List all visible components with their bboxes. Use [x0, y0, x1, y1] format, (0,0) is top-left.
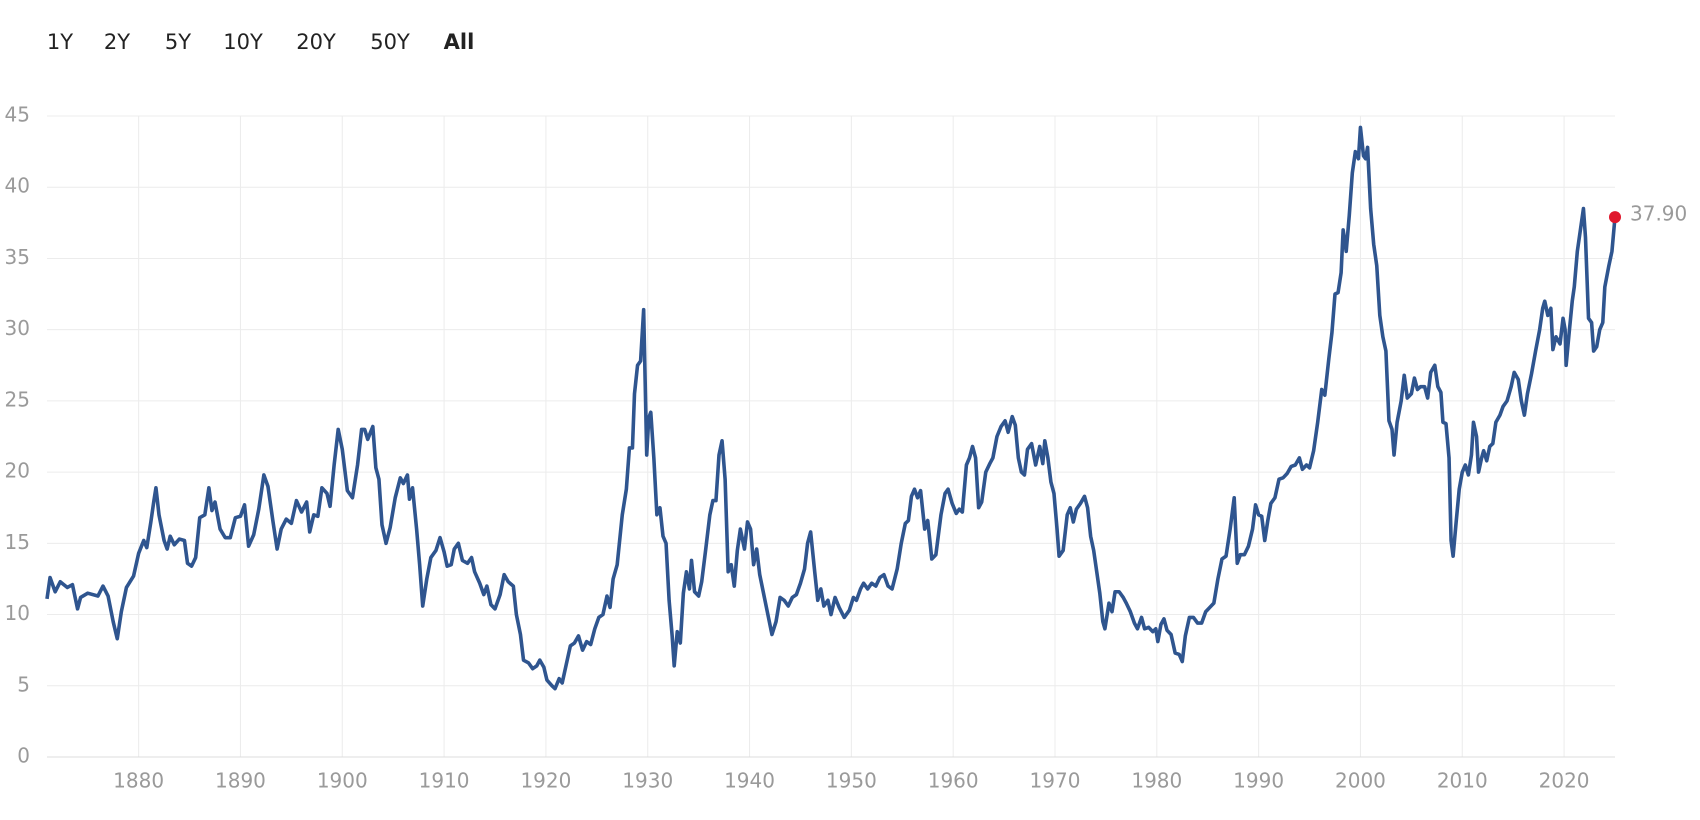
range-button[interactable]: 2Y: [104, 30, 130, 54]
x-tick-label: 2000: [1335, 769, 1386, 793]
x-tick-label: 1910: [419, 769, 470, 793]
grid: 0 5 10 15 20 25 30 35 40 45 1880 1890 1900 1910 1920 19…: [5, 103, 1615, 793]
y-tick-label: 45: [5, 103, 30, 127]
plot: 37.90: [45, 125, 1687, 691]
y-tick-label: 10: [5, 601, 30, 625]
x-tick-label: 1960: [928, 769, 979, 793]
range-button[interactable]: 1Y: [47, 30, 73, 54]
x-tick-label: 1970: [1030, 769, 1081, 793]
range-button[interactable]: 10Y: [223, 30, 263, 54]
y-tick-label: 0: [17, 744, 30, 768]
range-button[interactable]: 50Y: [370, 30, 410, 54]
x-tick-label: 2010: [1437, 769, 1488, 793]
x-tick-label: 1980: [1131, 769, 1182, 793]
y-tick-label: 25: [5, 387, 30, 411]
last-point: [1609, 211, 1621, 224]
y-tick-label: 40: [5, 174, 30, 198]
x-tick-label: 1990: [1233, 769, 1284, 793]
last-value-label: 37.90: [1630, 202, 1687, 226]
range-button[interactable]: All: [444, 30, 475, 54]
line: [45, 125, 1617, 691]
x-tick-label: 1890: [215, 769, 266, 793]
y-tick-label: 15: [5, 530, 30, 554]
x-tick-label: 1940: [724, 769, 775, 793]
range-button[interactable]: 5Y: [165, 30, 191, 54]
x-tick-label: 1930: [622, 769, 673, 793]
x-tick-label: 1920: [520, 769, 571, 793]
x-tick-label: 1880: [113, 769, 164, 793]
y-tick-label: 5: [17, 672, 30, 696]
x-tick-label: 1900: [317, 769, 368, 793]
y-tick-label: 35: [5, 245, 30, 269]
x-tick-label: 1950: [826, 769, 877, 793]
range-button[interactable]: 20Y: [296, 30, 336, 54]
y-tick-label: 20: [5, 459, 30, 483]
range-selector: 1Y 2Y 5Y 10Y 20Y 50Y All: [47, 30, 474, 54]
x-tick-label: 2020: [1539, 769, 1590, 793]
y-tick-label: 30: [5, 316, 30, 340]
